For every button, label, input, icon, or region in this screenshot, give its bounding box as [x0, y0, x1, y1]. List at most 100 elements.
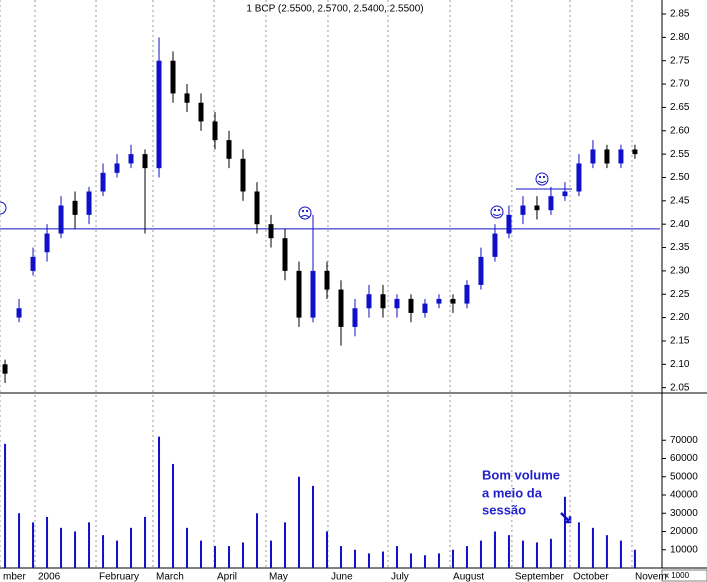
unit-box	[661, 569, 707, 582]
volume-bar	[4, 443, 7, 568]
candle-body	[520, 205, 526, 215]
candle-body	[268, 224, 274, 239]
candle-body	[492, 233, 498, 257]
y-tick-label: 2.25	[670, 289, 690, 300]
volume-bar	[577, 522, 580, 568]
volume-bar	[479, 540, 482, 568]
y-tick-label: 2.85	[670, 9, 690, 20]
y2-tick-label: 40000	[670, 490, 698, 501]
volume-bar	[633, 549, 636, 568]
volume-bar	[451, 549, 454, 568]
candle-body	[380, 294, 386, 309]
volume-bar	[283, 522, 286, 568]
volume-bar	[521, 540, 524, 568]
chart-title: 1 BCP (2.5500, 2.5700, 2.5400, 2.5500)	[246, 4, 423, 15]
candle-body	[576, 163, 582, 192]
candle-body	[338, 289, 344, 327]
x-tick-label: June	[331, 572, 353, 582]
x-tick-label: April	[217, 572, 237, 582]
volume-bar	[88, 522, 91, 568]
y2-tick-label: 70000	[670, 435, 698, 446]
volume-bar	[130, 527, 133, 568]
y2-tick-label: 60000	[670, 453, 698, 464]
candle-body	[212, 121, 218, 141]
volume-bar	[297, 476, 300, 568]
volume-bar	[563, 496, 566, 568]
volume-bar	[200, 540, 203, 568]
candle-body	[450, 298, 456, 304]
y-tick-label: 2.65	[670, 102, 690, 113]
volume-bar	[144, 516, 147, 568]
y-tick-label: 2.05	[670, 382, 690, 393]
candle-body	[240, 158, 246, 192]
volume-bar	[242, 542, 245, 568]
volume-bar	[367, 553, 370, 568]
candle-body	[226, 140, 232, 159]
y-tick-label: 2.35	[670, 242, 690, 253]
x-tick-label: October	[573, 572, 609, 582]
candle-body	[58, 205, 64, 234]
candle-body	[562, 191, 568, 197]
volume-bar	[591, 527, 594, 568]
y-tick-label: 2.30	[670, 266, 690, 277]
candle-body	[534, 205, 540, 211]
candle-body	[324, 270, 330, 290]
x-tick-label: Novem	[635, 572, 667, 582]
candle-body	[464, 284, 470, 304]
candle-body	[590, 149, 596, 164]
emoticons	[0, 172, 549, 220]
volume-bar	[605, 535, 608, 568]
candle-body	[366, 294, 372, 309]
x-tick-label: September	[515, 572, 565, 582]
x-tick-label: May	[269, 572, 288, 582]
y2-tick-label: 30000	[670, 508, 698, 519]
candle-body	[478, 256, 484, 285]
annotation: a meio da	[482, 485, 543, 500]
y-tick-label: 2.50	[670, 172, 690, 183]
candle-body	[548, 196, 554, 211]
candle-body	[16, 308, 22, 318]
y2-tick-label: 10000	[670, 544, 698, 555]
candle-body	[254, 191, 260, 225]
volume-bar	[186, 527, 189, 568]
candle-body	[184, 93, 190, 103]
candle-body	[86, 191, 92, 215]
y-tick-label: 2.15	[670, 336, 690, 347]
y-tick-label: 2.60	[670, 125, 690, 136]
candle-body	[632, 149, 638, 155]
candle-body	[422, 303, 428, 313]
candle-body	[408, 298, 414, 313]
candle-body	[436, 298, 442, 304]
candle-body	[30, 256, 36, 271]
y2-tick-label: 20000	[670, 526, 698, 537]
candle-body	[156, 60, 162, 169]
volume-unit: x 1000	[665, 571, 690, 580]
y-tick-label: 2.70	[670, 79, 690, 90]
candle-body	[128, 154, 134, 164]
volume-bar	[60, 527, 63, 568]
volume-bar	[423, 555, 426, 568]
volume-bar	[18, 513, 21, 568]
volume-bar	[228, 546, 231, 568]
candle-body	[282, 238, 288, 271]
candle-body	[296, 270, 302, 318]
y-tick-label: 2.45	[670, 195, 690, 206]
volume-bar	[381, 551, 384, 568]
volume-bar	[46, 516, 49, 568]
volume-bar	[325, 531, 328, 568]
volume-bar	[116, 540, 119, 568]
x-tick-label: March	[156, 572, 184, 582]
volume-bar	[102, 535, 105, 568]
candle-body	[506, 214, 512, 234]
volume-bar	[172, 463, 175, 568]
volume-bar	[339, 546, 342, 568]
candle-body	[198, 102, 204, 122]
candle-body	[394, 298, 400, 309]
candle-body	[100, 172, 106, 192]
candle-body	[114, 163, 120, 173]
volume-bar	[353, 549, 356, 568]
candle-body	[310, 270, 316, 318]
candle-body	[352, 308, 358, 327]
annotation: Bom volume	[482, 467, 560, 482]
